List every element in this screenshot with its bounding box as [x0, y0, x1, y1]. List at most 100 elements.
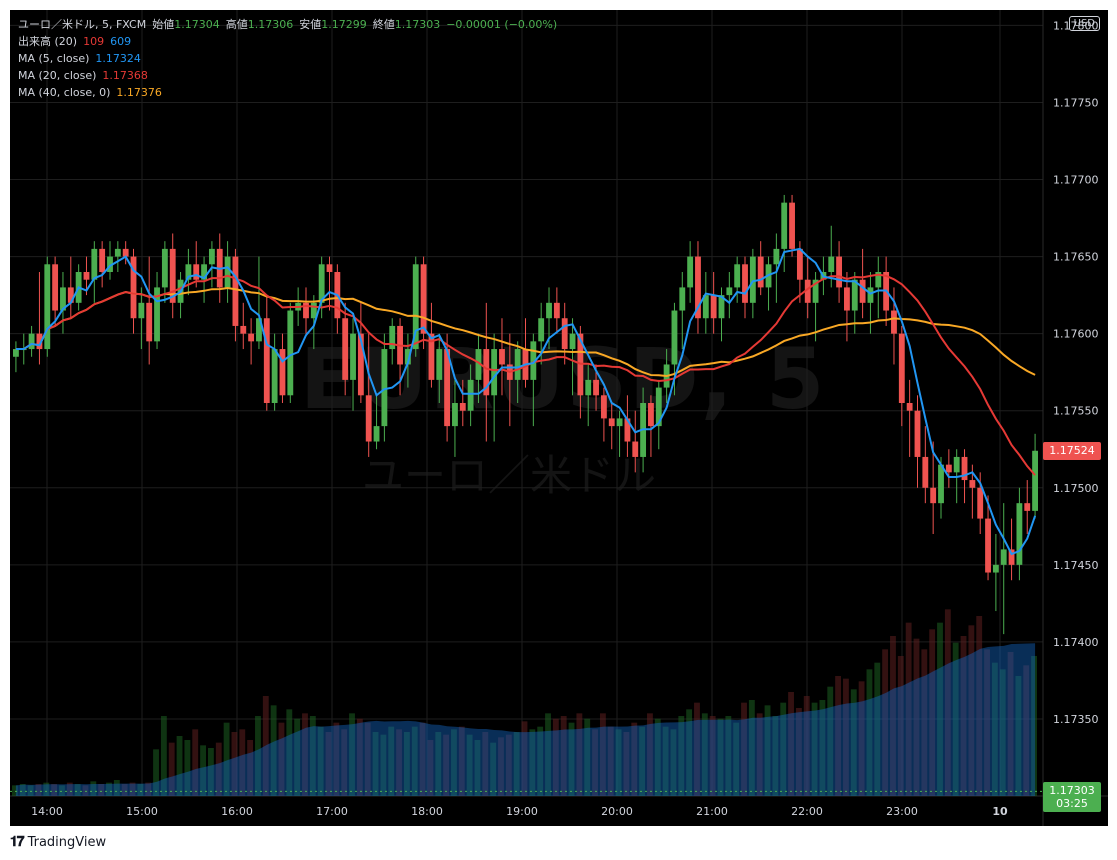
candle-body [381, 349, 388, 427]
candle-body [546, 302, 552, 319]
ma5-legend-row[interactable]: MA (5, close) 1.17324 [18, 50, 557, 67]
ma40-legend-row[interactable]: MA (40, close, 0) 1.17376 [18, 84, 557, 101]
candle-body [303, 302, 309, 319]
volume-bar [568, 722, 575, 796]
candle-body [906, 403, 913, 411]
candle-body [828, 256, 835, 272]
volume-bar [466, 734, 473, 796]
candle-body [938, 464, 944, 504]
price-tick-label: 1.17650 [1053, 251, 1099, 264]
tradingview-logo[interactable]: 𝟏𝟕 TradingView [10, 834, 106, 850]
candle-body [475, 349, 482, 380]
volume-bar [780, 702, 787, 796]
volume-bar [905, 622, 912, 796]
volume-bar [490, 742, 497, 796]
candle-body [593, 379, 599, 396]
volume-bar [129, 782, 136, 796]
candle-body [1032, 450, 1038, 511]
ma20-value: 1.17368 [102, 69, 148, 82]
volume-bar [521, 721, 528, 796]
volume-bar [372, 732, 379, 796]
volume-bar [545, 713, 551, 796]
ma40-label[interactable]: MA (40, close, 0) [18, 86, 111, 99]
candle-body [357, 333, 364, 396]
volume-bar [270, 705, 277, 796]
volume-bar [694, 702, 700, 796]
volume-legend-row[interactable]: 出来高 (20) 109 609 [18, 33, 557, 50]
volume-bar [960, 636, 967, 796]
volume-bar [356, 718, 363, 796]
candle-body [169, 248, 176, 303]
candle-body [154, 287, 160, 342]
candle-body [287, 310, 294, 396]
volume-bar [803, 696, 810, 796]
volume-bar [944, 609, 951, 796]
price-tick-label: 1.17350 [1053, 713, 1099, 726]
volume-bar [952, 642, 959, 796]
candle-body [240, 325, 247, 334]
volume-bar [654, 718, 661, 796]
time-tick-label: 19:00 [506, 805, 538, 818]
volume-bar [686, 709, 693, 796]
currency-button[interactable]: USD [1068, 16, 1100, 31]
volume-bar [576, 713, 583, 796]
volume-bar [200, 745, 206, 796]
current-price-tag: 1.17303 03:25 [1043, 782, 1101, 813]
volume-bar [294, 718, 301, 796]
candle-body [420, 264, 427, 334]
volume-bar [419, 722, 426, 796]
volume-bar [678, 716, 685, 796]
volume-bar [741, 702, 747, 796]
candle-body [985, 518, 991, 573]
volume-bar [207, 748, 214, 796]
volume-bar [795, 708, 802, 796]
candle-body [1008, 549, 1015, 565]
candle-body [310, 302, 317, 319]
ohlc-legend-row[interactable]: ユーロ／米ドル, 5, FXCM 始値1.17304 高値1.17306 安値1… [18, 16, 557, 33]
candle-body [608, 418, 615, 427]
volume-bar [584, 718, 591, 796]
chart-pane[interactable]: EURUSD, 5 ユーロ／米ドル 1.17800 1.17750 1.17700 1… [10, 10, 1108, 826]
time-tick-label: 17:00 [316, 805, 348, 818]
candle-body [710, 295, 717, 319]
volume-bar [929, 629, 936, 796]
candle-body [99, 248, 106, 272]
symbol-name-watermark: ユーロ／米ドル [362, 451, 657, 500]
volume-bar [121, 784, 128, 796]
candlestick-chart[interactable]: 1.17800 1.17750 1.17700 1.17650 1.17600 1.175… [10, 10, 1108, 826]
ma5-label[interactable]: MA (5, close) [18, 52, 90, 65]
candle-body [483, 349, 490, 396]
volume-label[interactable]: 出来高 (20) [18, 35, 78, 48]
volume-bar [90, 781, 97, 796]
candle-body [600, 395, 607, 419]
candle-body [538, 318, 545, 342]
volume-bar [937, 622, 943, 796]
ma20-legend-row[interactable]: MA (20, close) 1.17368 [18, 67, 557, 84]
candle-body [875, 272, 882, 288]
volume-bar [443, 734, 450, 796]
volume-bar [403, 732, 410, 796]
candle-body [679, 287, 686, 311]
volume-bar [670, 729, 677, 796]
volume-bar [349, 713, 355, 796]
candle-body [36, 333, 43, 350]
candle-body [695, 256, 701, 319]
candle-body [499, 349, 505, 365]
symbol-title[interactable]: ユーロ／米ドル, 5, FXCM [18, 18, 147, 31]
time-tick-label: 21:00 [696, 805, 728, 818]
volume-bar [192, 729, 199, 796]
low-label: 安値 [299, 18, 322, 31]
volume-bar [513, 732, 520, 796]
candle-body [702, 295, 709, 319]
candle-body [130, 256, 137, 319]
price-tick-label: 1.17800 [1053, 19, 1099, 32]
candle-body [185, 264, 192, 280]
candle-body [193, 264, 200, 280]
candle-body [836, 256, 843, 288]
volume-bar [106, 782, 112, 796]
volume-bar [184, 740, 191, 796]
ma20-label[interactable]: MA (20, close) [18, 69, 97, 82]
volume-bar [396, 729, 402, 796]
candle-body [404, 349, 411, 365]
high-value: 1.17306 [247, 18, 294, 31]
